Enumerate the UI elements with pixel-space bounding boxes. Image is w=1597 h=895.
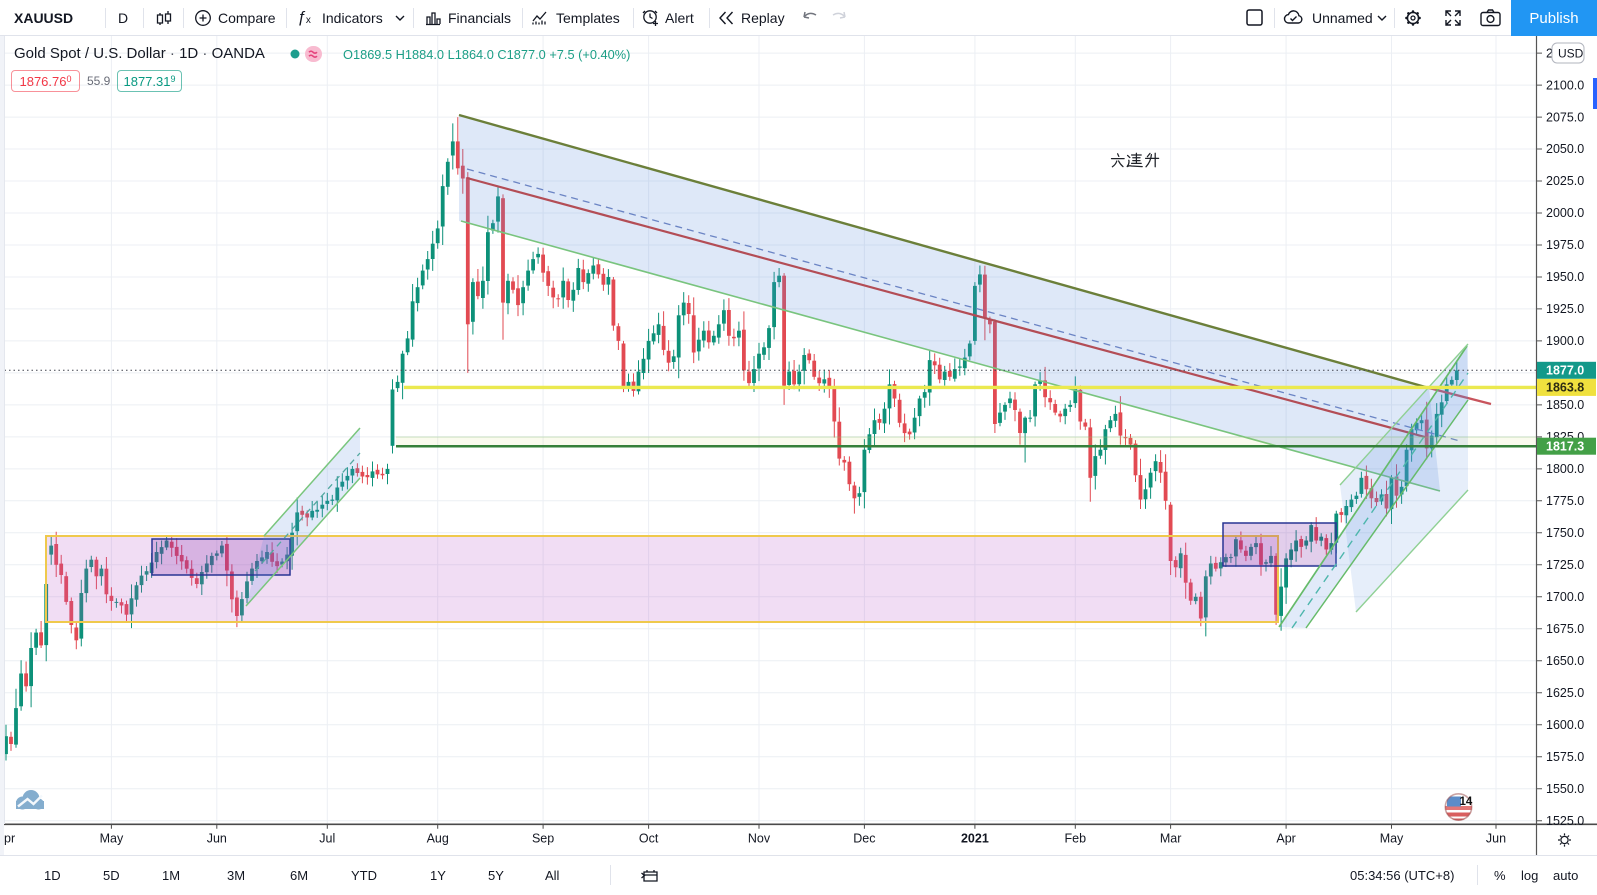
svg-text:Jun: Jun (207, 832, 227, 846)
svg-text:1600.0: 1600.0 (1546, 718, 1584, 732)
svg-text:1925.0: 1925.0 (1546, 302, 1584, 316)
svg-text:Feb: Feb (1065, 832, 1087, 846)
svg-text:1725.0: 1725.0 (1546, 558, 1584, 572)
svg-text:1877.0: 1877.0 (1546, 364, 1584, 378)
svg-text:1817.3: 1817.3 (1546, 440, 1584, 454)
svg-text:2021: 2021 (961, 832, 989, 846)
svg-text:1863.8: 1863.8 (1546, 381, 1584, 395)
svg-text:Dec: Dec (853, 832, 875, 846)
svg-text:1525.0: 1525.0 (1546, 814, 1584, 828)
svg-text:Nov: Nov (748, 832, 771, 846)
svg-text:1700.0: 1700.0 (1546, 590, 1584, 604)
svg-text:1675.0: 1675.0 (1546, 622, 1584, 636)
svg-text:pr: pr (4, 832, 15, 846)
svg-text:2000.0: 2000.0 (1546, 206, 1584, 220)
svg-text:2075.0: 2075.0 (1546, 110, 1584, 124)
svg-text:Aug: Aug (427, 832, 449, 846)
svg-text:1550.0: 1550.0 (1546, 782, 1584, 796)
svg-text:Jun: Jun (1486, 832, 1506, 846)
svg-text:2050.0: 2050.0 (1546, 142, 1584, 156)
svg-text:Jul: Jul (319, 832, 335, 846)
svg-text:1575.0: 1575.0 (1546, 750, 1584, 764)
svg-text:2025.0: 2025.0 (1546, 174, 1584, 188)
svg-text:1800.0: 1800.0 (1546, 462, 1584, 476)
svg-text:1625.0: 1625.0 (1546, 686, 1584, 700)
svg-text:1775.0: 1775.0 (1546, 494, 1584, 508)
svg-text:USD: USD (1558, 47, 1584, 61)
svg-text:1975.0: 1975.0 (1546, 238, 1584, 252)
svg-text:May: May (1380, 832, 1404, 846)
svg-text:1850.0: 1850.0 (1546, 398, 1584, 412)
svg-text:2100.0: 2100.0 (1546, 78, 1584, 92)
svg-text:Apr: Apr (1276, 832, 1295, 846)
svg-text:1750.0: 1750.0 (1546, 526, 1584, 540)
svg-text:Oct: Oct (639, 832, 659, 846)
svg-text:14: 14 (1460, 796, 1473, 808)
svg-text:Sep: Sep (532, 832, 554, 846)
svg-text:May: May (100, 832, 124, 846)
svg-text:1900.0: 1900.0 (1546, 334, 1584, 348)
svg-text:1950.0: 1950.0 (1546, 270, 1584, 284)
svg-text:Mar: Mar (1160, 832, 1182, 846)
svg-text:1650.0: 1650.0 (1546, 654, 1584, 668)
